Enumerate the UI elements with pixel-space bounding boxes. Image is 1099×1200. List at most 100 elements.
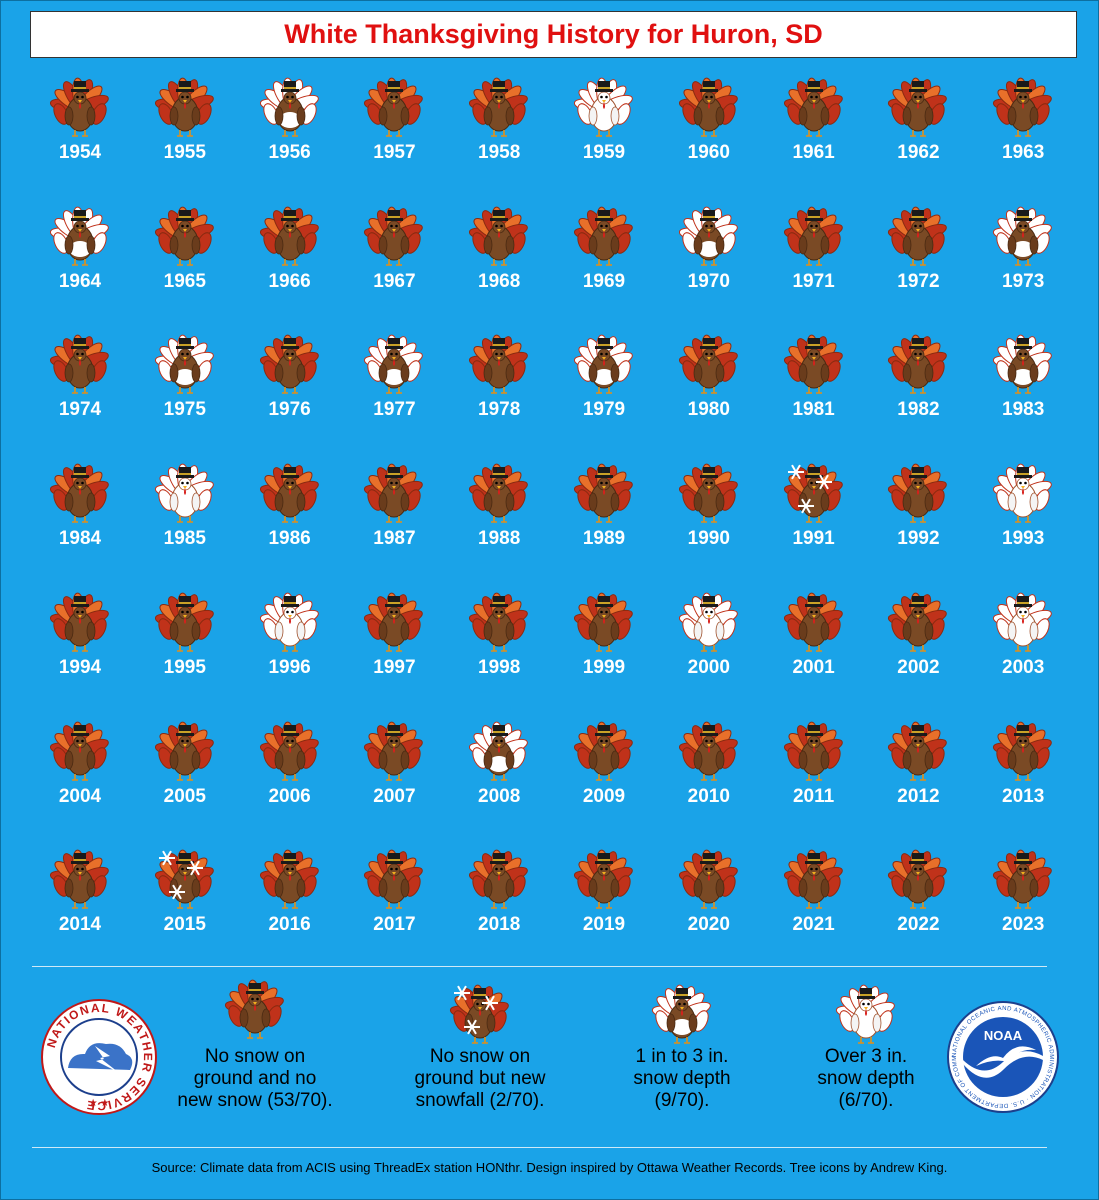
year-cell-2006: 2006 (245, 720, 335, 830)
turkey-icon-depth-1-3 (259, 77, 319, 137)
turkey-icon-depth-1-3 (993, 206, 1053, 266)
turkey-icon-none (573, 721, 633, 781)
year-label: 1994 (58, 656, 102, 678)
year-label: 2008 (478, 785, 521, 807)
year-label: 1975 (163, 399, 206, 421)
year-label: 2016 (268, 914, 311, 936)
turkey-icon-depth-1-3 (154, 334, 214, 395)
year-cell-2023: 2023 (978, 848, 1068, 958)
legend-label-line: snowfall (2/70). (415, 1090, 545, 1111)
year-cell-2017: 2017 (349, 848, 439, 958)
turkey-icon-none (678, 77, 738, 137)
legend-label-line: snow depth (817, 1068, 915, 1089)
year-cell-2007: 2007 (349, 720, 439, 830)
year-label: 1999 (582, 656, 626, 678)
turkey-icon-none (888, 849, 948, 909)
turkey-icon-none (678, 849, 738, 909)
turkey-icon-depth-over-3 (259, 592, 319, 652)
year-label: 2004 (58, 785, 102, 807)
year-cell-1965: 1965 (140, 205, 230, 315)
legend-turkey-icon-depth-over-3 (835, 984, 895, 1044)
year-label: 2020 (687, 914, 730, 936)
title-box: White Thanksgiving History for Huron, SD (30, 11, 1077, 58)
legend-label-line: (6/70). (838, 1090, 894, 1111)
year-label: 1957 (373, 142, 416, 163)
year-cell-1982: 1982 (873, 333, 963, 443)
year-label: 2006 (268, 785, 311, 807)
year-label: 2003 (1002, 656, 1045, 678)
turkey-icon-none (573, 206, 633, 266)
legend-label-line: No snow on (204, 1046, 306, 1067)
turkey-icon-depth-1-3 (573, 334, 633, 395)
year-label: 1993 (1002, 528, 1045, 550)
year-cell-2016: 2016 (245, 848, 335, 958)
year-cell-1963: 1963 (978, 76, 1068, 186)
turkey-icon-none (259, 463, 319, 523)
year-label: 1973 (1002, 270, 1045, 292)
legend-label-line: (9/70). (654, 1090, 710, 1111)
year-label: 1962 (897, 142, 940, 163)
legend-label-line: Over 3 in. (824, 1046, 908, 1067)
turkey-icon-none (154, 77, 214, 137)
year-label: 1985 (163, 528, 206, 550)
year-label: 1990 (687, 528, 730, 550)
legend-label-line: ground but new (414, 1068, 546, 1089)
turkey-icon-depth-1-3 (49, 206, 109, 266)
legend-label-none: No snow on ground and no new snow (53/70). (155, 1046, 355, 1112)
year-label: 2000 (687, 656, 730, 678)
turkey-icon-none (49, 721, 109, 781)
nws-logo: NATIONAL WEATHER SERVICE ★ ★ (40, 998, 158, 1116)
year-cell-2010: 2010 (664, 720, 754, 830)
year-cell-1964: 1964 (35, 205, 125, 315)
year-label: 1997 (373, 656, 416, 678)
year-label: 2013 (1002, 785, 1045, 807)
year-label: 2019 (582, 914, 626, 936)
year-cell-1978: 1978 (454, 333, 544, 443)
turkey-icon-depth-over-3 (678, 592, 738, 652)
year-cell-1966: 1966 (245, 205, 335, 315)
year-label: 1983 (1002, 399, 1045, 421)
legend-turkey-icon-none (224, 979, 284, 1039)
year-cell-1961: 1961 (769, 76, 859, 186)
year-cell-1989: 1989 (559, 462, 649, 572)
year-cell-1968: 1968 (454, 205, 544, 315)
turkey-icon-none (49, 592, 109, 652)
turkey-icon-none (573, 592, 633, 652)
turkey-icon-new-snow (154, 849, 214, 909)
turkey-icon-none (678, 721, 738, 781)
year-cell-1973: 1973 (978, 205, 1068, 315)
year-cell-1995: 1995 (140, 591, 230, 701)
year-label: 2014 (58, 914, 102, 936)
legend-label-line: No snow on (429, 1046, 531, 1067)
year-label: 1956 (268, 142, 311, 163)
year-label: 1958 (478, 142, 521, 163)
turkey-icon-none (259, 334, 319, 395)
divider-top (32, 966, 1047, 967)
year-label: 2018 (478, 914, 521, 936)
year-label: 1965 (163, 270, 206, 292)
year-label: 2021 (792, 914, 835, 936)
year-cell-1969: 1969 (559, 205, 649, 315)
year-cell-1992: 1992 (873, 462, 963, 572)
year-cell-1999: 1999 (559, 591, 649, 701)
year-cell-2014: 2014 (35, 848, 125, 958)
year-label: 1976 (268, 399, 311, 421)
turkey-icon-none (49, 334, 109, 395)
year-label: 2012 (897, 785, 940, 807)
year-cell-1998: 1998 (454, 591, 544, 701)
svg-text:★ ★: ★ ★ (89, 1098, 110, 1109)
year-cell-1967: 1967 (349, 205, 439, 315)
turkey-icon-none (259, 206, 319, 266)
year-cell-1979: 1979 (559, 333, 649, 443)
year-cell-1997: 1997 (349, 591, 439, 701)
year-cell-1954: 1954 (35, 76, 125, 186)
turkey-icon-none (49, 77, 109, 137)
year-cell-2001: 2001 (769, 591, 859, 701)
year-label: 1960 (687, 142, 730, 163)
chart-title: White Thanksgiving History for Huron, SD (284, 19, 823, 49)
year-cell-2008: 2008 (454, 720, 544, 830)
year-label: 1992 (897, 528, 940, 550)
year-label: 2015 (163, 914, 206, 936)
turkey-icon-depth-over-3 (993, 463, 1053, 523)
year-label: 1967 (373, 270, 416, 292)
